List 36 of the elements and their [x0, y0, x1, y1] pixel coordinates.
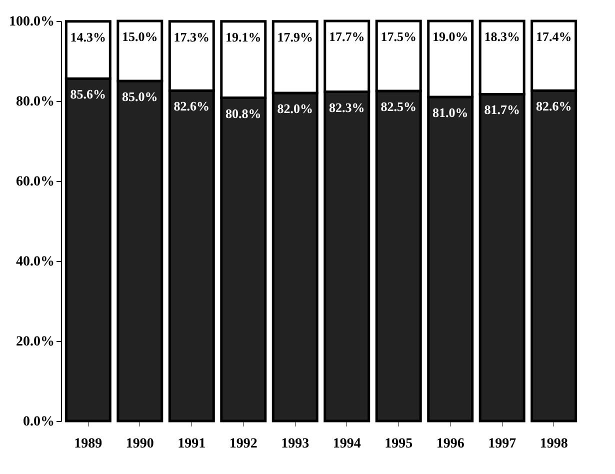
x-tick-label: 1995 — [384, 436, 413, 452]
data-label: 81.7% — [484, 102, 520, 118]
x-tick-label: 1989 — [74, 436, 102, 452]
data-label: 80.8% — [226, 106, 262, 121]
y-tick-label: 100.0% — [9, 14, 54, 30]
x-tick-label: 1997 — [488, 436, 516, 452]
data-label: 15.0% — [122, 29, 158, 44]
x-tick-label: 1996 — [436, 436, 464, 452]
x-tick-label: 1992 — [229, 436, 258, 452]
x-tick-label: 1991 — [178, 436, 206, 452]
data-label: 81.0% — [432, 105, 468, 120]
y-tick-label: 40.0% — [16, 254, 54, 270]
data-label: 82.5% — [380, 99, 416, 114]
x-tick-label: 1994 — [332, 436, 361, 452]
data-label: 18.3% — [484, 29, 520, 44]
data-label: 14.3% — [70, 29, 106, 44]
data-label: 85.0% — [122, 89, 158, 104]
y-tick-label: 0.0% — [23, 414, 54, 430]
x-tick-label: 1990 — [126, 436, 154, 452]
x-tick-label: 1998 — [540, 436, 568, 452]
data-label: 82.6% — [536, 98, 572, 114]
data-label: 19.0% — [432, 29, 468, 44]
data-label: 17.9% — [277, 29, 314, 44]
data-label: 17.5% — [380, 29, 416, 44]
y-tick-label: 60.0% — [16, 174, 54, 190]
data-label: 82.0% — [277, 101, 314, 116]
y-tick-label: 20.0% — [16, 334, 54, 350]
data-label: 82.3% — [328, 100, 365, 115]
y-tick-label: 80.0% — [16, 94, 54, 110]
data-label: 82.6% — [174, 98, 210, 114]
data-label: 85.6% — [70, 86, 106, 102]
x-tick-label: 1993 — [281, 436, 310, 452]
data-label: 17.4% — [536, 29, 572, 44]
data-label: 19.1% — [226, 29, 262, 44]
data-label: 17.3% — [174, 29, 210, 44]
data-label: 17.7% — [328, 29, 365, 44]
